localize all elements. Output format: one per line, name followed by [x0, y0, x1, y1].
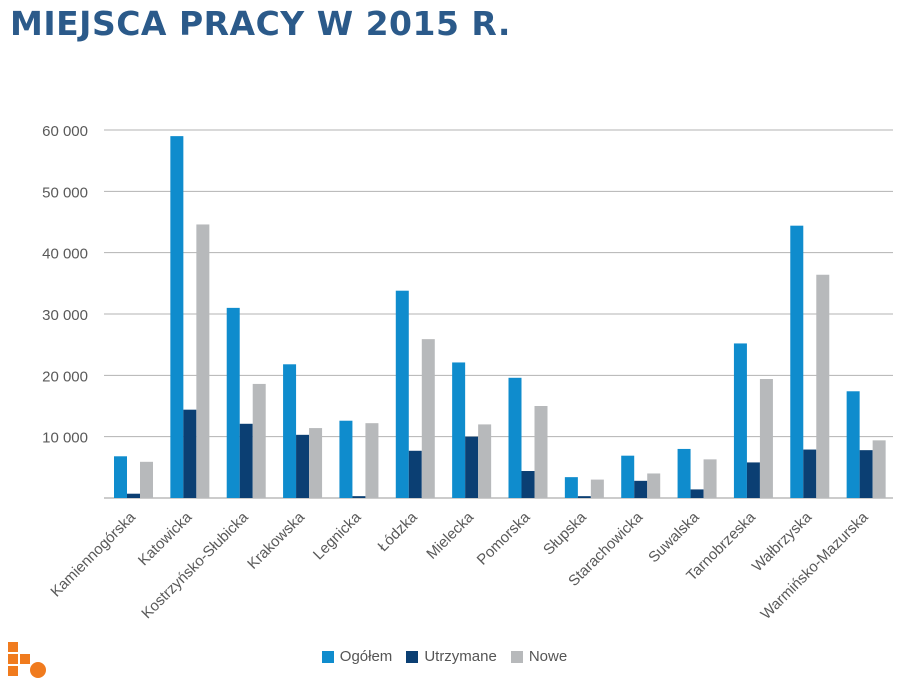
bar [465, 436, 479, 498]
x-tick-label: Legnicka [310, 508, 365, 563]
bar [733, 343, 747, 498]
bar [690, 489, 704, 498]
bar [872, 440, 886, 498]
bar [534, 406, 548, 498]
bar [296, 434, 310, 498]
y-tick-label: 30 000 [42, 307, 88, 324]
bar [170, 136, 184, 498]
bar [140, 461, 153, 498]
legend-item-utrzymane: Utrzymane [406, 648, 497, 665]
bar [790, 225, 804, 498]
legend-label: Ogółem [339, 648, 393, 665]
bar [759, 379, 773, 498]
bar [252, 383, 266, 498]
x-tick-label: Krakowska [244, 508, 308, 572]
bar [859, 450, 873, 498]
bar [508, 377, 522, 498]
x-tick-label: Słupska [540, 508, 590, 558]
bar [352, 496, 366, 498]
y-tick-label: 40 000 [42, 246, 88, 263]
bar [339, 420, 353, 498]
x-tick-label: Kamiennogórska [47, 508, 139, 600]
bar [114, 456, 127, 498]
bar [634, 480, 648, 498]
bar [226, 307, 240, 498]
bar [408, 450, 422, 498]
bar [677, 448, 691, 498]
bar [283, 364, 297, 498]
x-tick-label: Warmińsko-Mazurska [757, 508, 872, 623]
bar [846, 391, 860, 498]
x-tick-label: Łódzka [375, 508, 422, 555]
legend-label: Utrzymane [424, 648, 497, 665]
y-tick-label: 10 000 [42, 430, 88, 447]
legend-item-ogolem: Ogółem [321, 648, 393, 665]
page-title: MIEJSCA PRACY W 2015 R. [10, 4, 511, 43]
bar [621, 455, 635, 498]
bar [421, 339, 435, 498]
legend-swatch [321, 650, 334, 663]
bar [703, 459, 717, 498]
bar [577, 496, 591, 498]
legend-label: Nowe [528, 648, 568, 665]
y-tick-label: 50 000 [42, 184, 88, 201]
bar [564, 477, 578, 498]
x-tick-label: Kostrzyńsko-Słubicka [138, 508, 252, 622]
x-tick-label: Mielecka [423, 508, 477, 562]
bar [647, 473, 661, 498]
bar [365, 423, 379, 498]
legend-item-nowe: Nowe [510, 648, 568, 665]
legend-swatch [510, 650, 523, 663]
bar [590, 479, 604, 498]
bar [196, 224, 210, 498]
bar [452, 362, 466, 498]
bar [183, 409, 197, 498]
x-tick-label: Katowicka [135, 508, 196, 569]
legend-swatch [406, 650, 419, 663]
x-tick-label: Pomorska [474, 508, 534, 568]
logo [6, 642, 46, 678]
bar [746, 462, 760, 498]
bar [816, 274, 830, 498]
bar [127, 493, 140, 498]
y-tick-label: 60 000 [42, 123, 88, 140]
bar [478, 424, 492, 498]
bar [395, 290, 409, 498]
bar [521, 471, 535, 498]
bar [239, 423, 253, 498]
x-tick-label: Suwalska [645, 508, 703, 566]
bar [309, 428, 323, 498]
y-tick-label: 20 000 [42, 368, 88, 385]
bar [803, 449, 817, 498]
chart-legend: Ogółem Utrzymane Nowe [0, 648, 895, 665]
